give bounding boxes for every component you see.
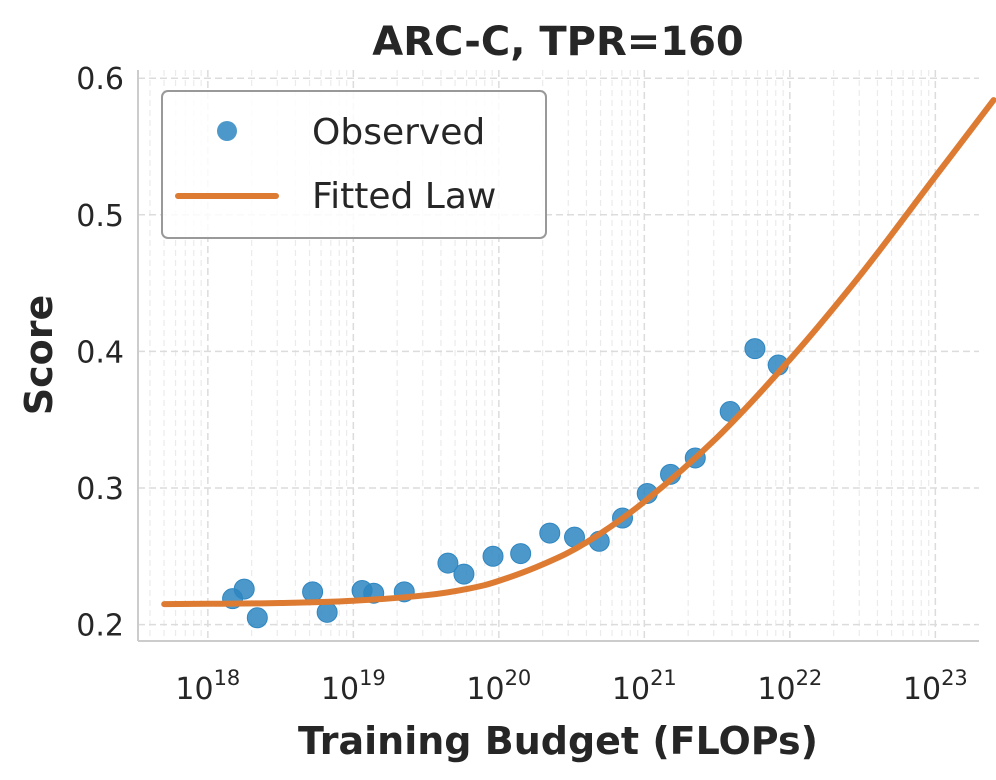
observed-point xyxy=(437,552,459,574)
observed-point xyxy=(482,545,504,567)
observed-point xyxy=(453,563,475,585)
legend-frame xyxy=(161,90,547,239)
x-tick-label: 1018 xyxy=(175,666,240,707)
x-tick-label: 1022 xyxy=(757,666,822,707)
x-tick-label: 1019 xyxy=(321,666,386,707)
y-tick-label: 0.2 xyxy=(76,609,124,644)
y-tick-label: 0.3 xyxy=(76,472,124,507)
y-tick-label: 0.6 xyxy=(76,62,124,97)
y-tick-label: 0.5 xyxy=(76,199,124,234)
observed-point xyxy=(539,522,561,544)
legend-marker-observed xyxy=(217,121,237,141)
y-tick-label: 0.4 xyxy=(76,335,124,370)
x-axis-label: Training Budget (FLOPs) xyxy=(298,719,818,763)
observed-point xyxy=(316,601,338,623)
series-layer xyxy=(161,97,996,629)
legend-label-observed: Observed xyxy=(312,112,485,153)
fitted-law-line xyxy=(161,97,996,608)
legend-label-fitted: Fitted Law xyxy=(312,176,496,217)
observed-point xyxy=(302,581,324,603)
legend: Observed Fitted Law xyxy=(161,90,547,239)
observed-point xyxy=(233,578,255,600)
y-axis-label: Score xyxy=(17,295,61,416)
observed-point xyxy=(510,543,532,565)
observed-point xyxy=(744,338,766,360)
axes xyxy=(137,70,979,642)
chart-title: ARC-C, TPR=160 xyxy=(372,19,744,65)
observed-point xyxy=(246,607,268,629)
